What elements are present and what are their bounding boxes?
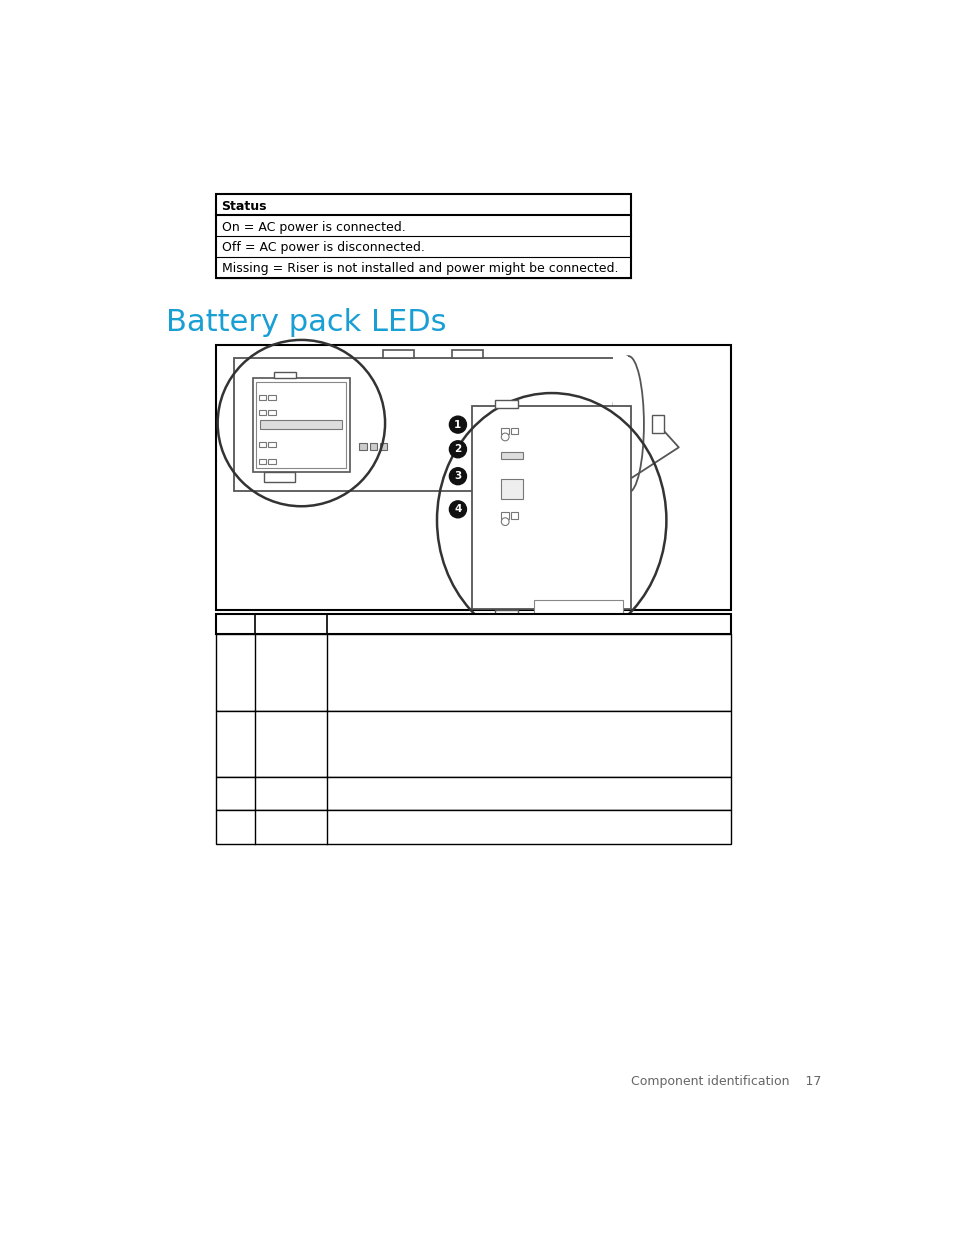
Bar — [260, 420, 342, 430]
Bar — [264, 472, 294, 482]
Text: 4: 4 — [454, 504, 461, 514]
Bar — [253, 378, 350, 472]
Text: On = AC power is connected.: On = AC power is connected. — [221, 221, 405, 233]
Text: system power cords are connected to a power supply.: system power cords are connected to a po… — [331, 746, 668, 760]
Bar — [500, 427, 509, 433]
Text: Green: Green — [258, 816, 296, 830]
Bar — [268, 442, 275, 447]
Text: Description: Description — [331, 619, 411, 631]
Bar — [651, 415, 663, 433]
Bar — [256, 382, 346, 468]
Text: battery charge and provide supplementary power to the: battery charge and provide supplementary… — [331, 669, 683, 682]
Circle shape — [500, 433, 509, 441]
Text: Component identification    17: Component identification 17 — [630, 1074, 821, 1088]
Text: Status: Status — [221, 200, 267, 212]
Bar — [510, 513, 517, 519]
Bar — [268, 395, 275, 400]
Text: 3: 3 — [454, 472, 461, 482]
Circle shape — [449, 441, 466, 458]
Bar — [379, 443, 387, 450]
Bar — [612, 356, 628, 493]
Bar — [500, 513, 509, 519]
Text: system is powered up and 12 V system power is: system is powered up and 12 V system pow… — [331, 650, 633, 663]
Text: 2: 2 — [220, 718, 228, 730]
Bar — [258, 410, 266, 415]
Bar — [500, 452, 522, 458]
Bar — [216, 810, 731, 845]
Text: 3: 3 — [220, 783, 228, 795]
Bar — [216, 711, 731, 777]
Text: cache microcontroller.: cache microcontroller. — [331, 679, 470, 692]
Bar — [534, 600, 622, 787]
Text: Amber: Amber — [258, 783, 300, 795]
Text: 4: 4 — [220, 816, 228, 830]
Text: Color: Color — [258, 619, 294, 631]
Circle shape — [449, 468, 466, 484]
Bar — [495, 610, 517, 618]
Text: Green: Green — [258, 718, 296, 730]
Circle shape — [500, 517, 509, 526]
Bar — [274, 372, 295, 378]
Bar — [268, 410, 275, 415]
Text: available. This power supply is used to maintain the: available. This power supply is used to … — [331, 659, 657, 673]
Circle shape — [449, 416, 466, 433]
Bar — [382, 350, 414, 358]
Bar — [258, 458, 266, 464]
Text: Missing = Riser is not installed and power might be connected.: Missing = Riser is not installed and pow… — [221, 262, 618, 275]
Bar — [233, 358, 618, 490]
Bar — [452, 350, 483, 358]
Bar — [472, 406, 630, 609]
Bar — [268, 458, 275, 464]
Text: 1: 1 — [220, 640, 228, 653]
Bar — [216, 634, 731, 711]
Text: 2: 2 — [454, 445, 461, 454]
Text: BBWC Status LED. To interpret the illumination patterns of: BBWC Status LED. To interpret the illumi… — [331, 816, 695, 830]
Bar — [216, 194, 630, 278]
Text: Green: Green — [258, 640, 296, 653]
Text: Item ID: Item ID — [220, 619, 271, 631]
Circle shape — [449, 501, 466, 517]
Bar — [495, 400, 517, 408]
Text: auxiliary voltage is detected. The auxiliary voltage is used: auxiliary voltage is detected. The auxil… — [331, 727, 697, 740]
Text: System Power LED. This LED glows steadily when the: System Power LED. This LED glows steadil… — [331, 640, 664, 653]
Bar — [510, 427, 517, 433]
Text: Battery pack LEDs: Battery pack LEDs — [166, 309, 446, 337]
Bar — [216, 614, 731, 634]
Text: Auxiliary Power LED. This LED glows steadily when 3.3V: Auxiliary Power LED. This LED glows stea… — [331, 718, 680, 730]
Bar — [500, 479, 522, 499]
Text: 1: 1 — [454, 420, 461, 430]
Bar — [216, 345, 731, 610]
Text: Battery Health LED. To interpret the illumination patterns of: Battery Health LED. To interpret the ill… — [331, 783, 704, 795]
Text: to preserve BBWC data and is available any time that the: to preserve BBWC data and is available a… — [331, 736, 691, 750]
Bar — [369, 443, 377, 450]
Bar — [258, 442, 266, 447]
Text: Off = AC power is disconnected.: Off = AC power is disconnected. — [221, 241, 424, 254]
Bar — [359, 443, 367, 450]
Bar — [216, 777, 731, 810]
Text: this LED, see the following table.: this LED, see the following table. — [331, 793, 537, 805]
Bar — [258, 395, 266, 400]
Ellipse shape — [612, 356, 643, 493]
Text: this LED, see the following table.: this LED, see the following table. — [331, 826, 537, 840]
